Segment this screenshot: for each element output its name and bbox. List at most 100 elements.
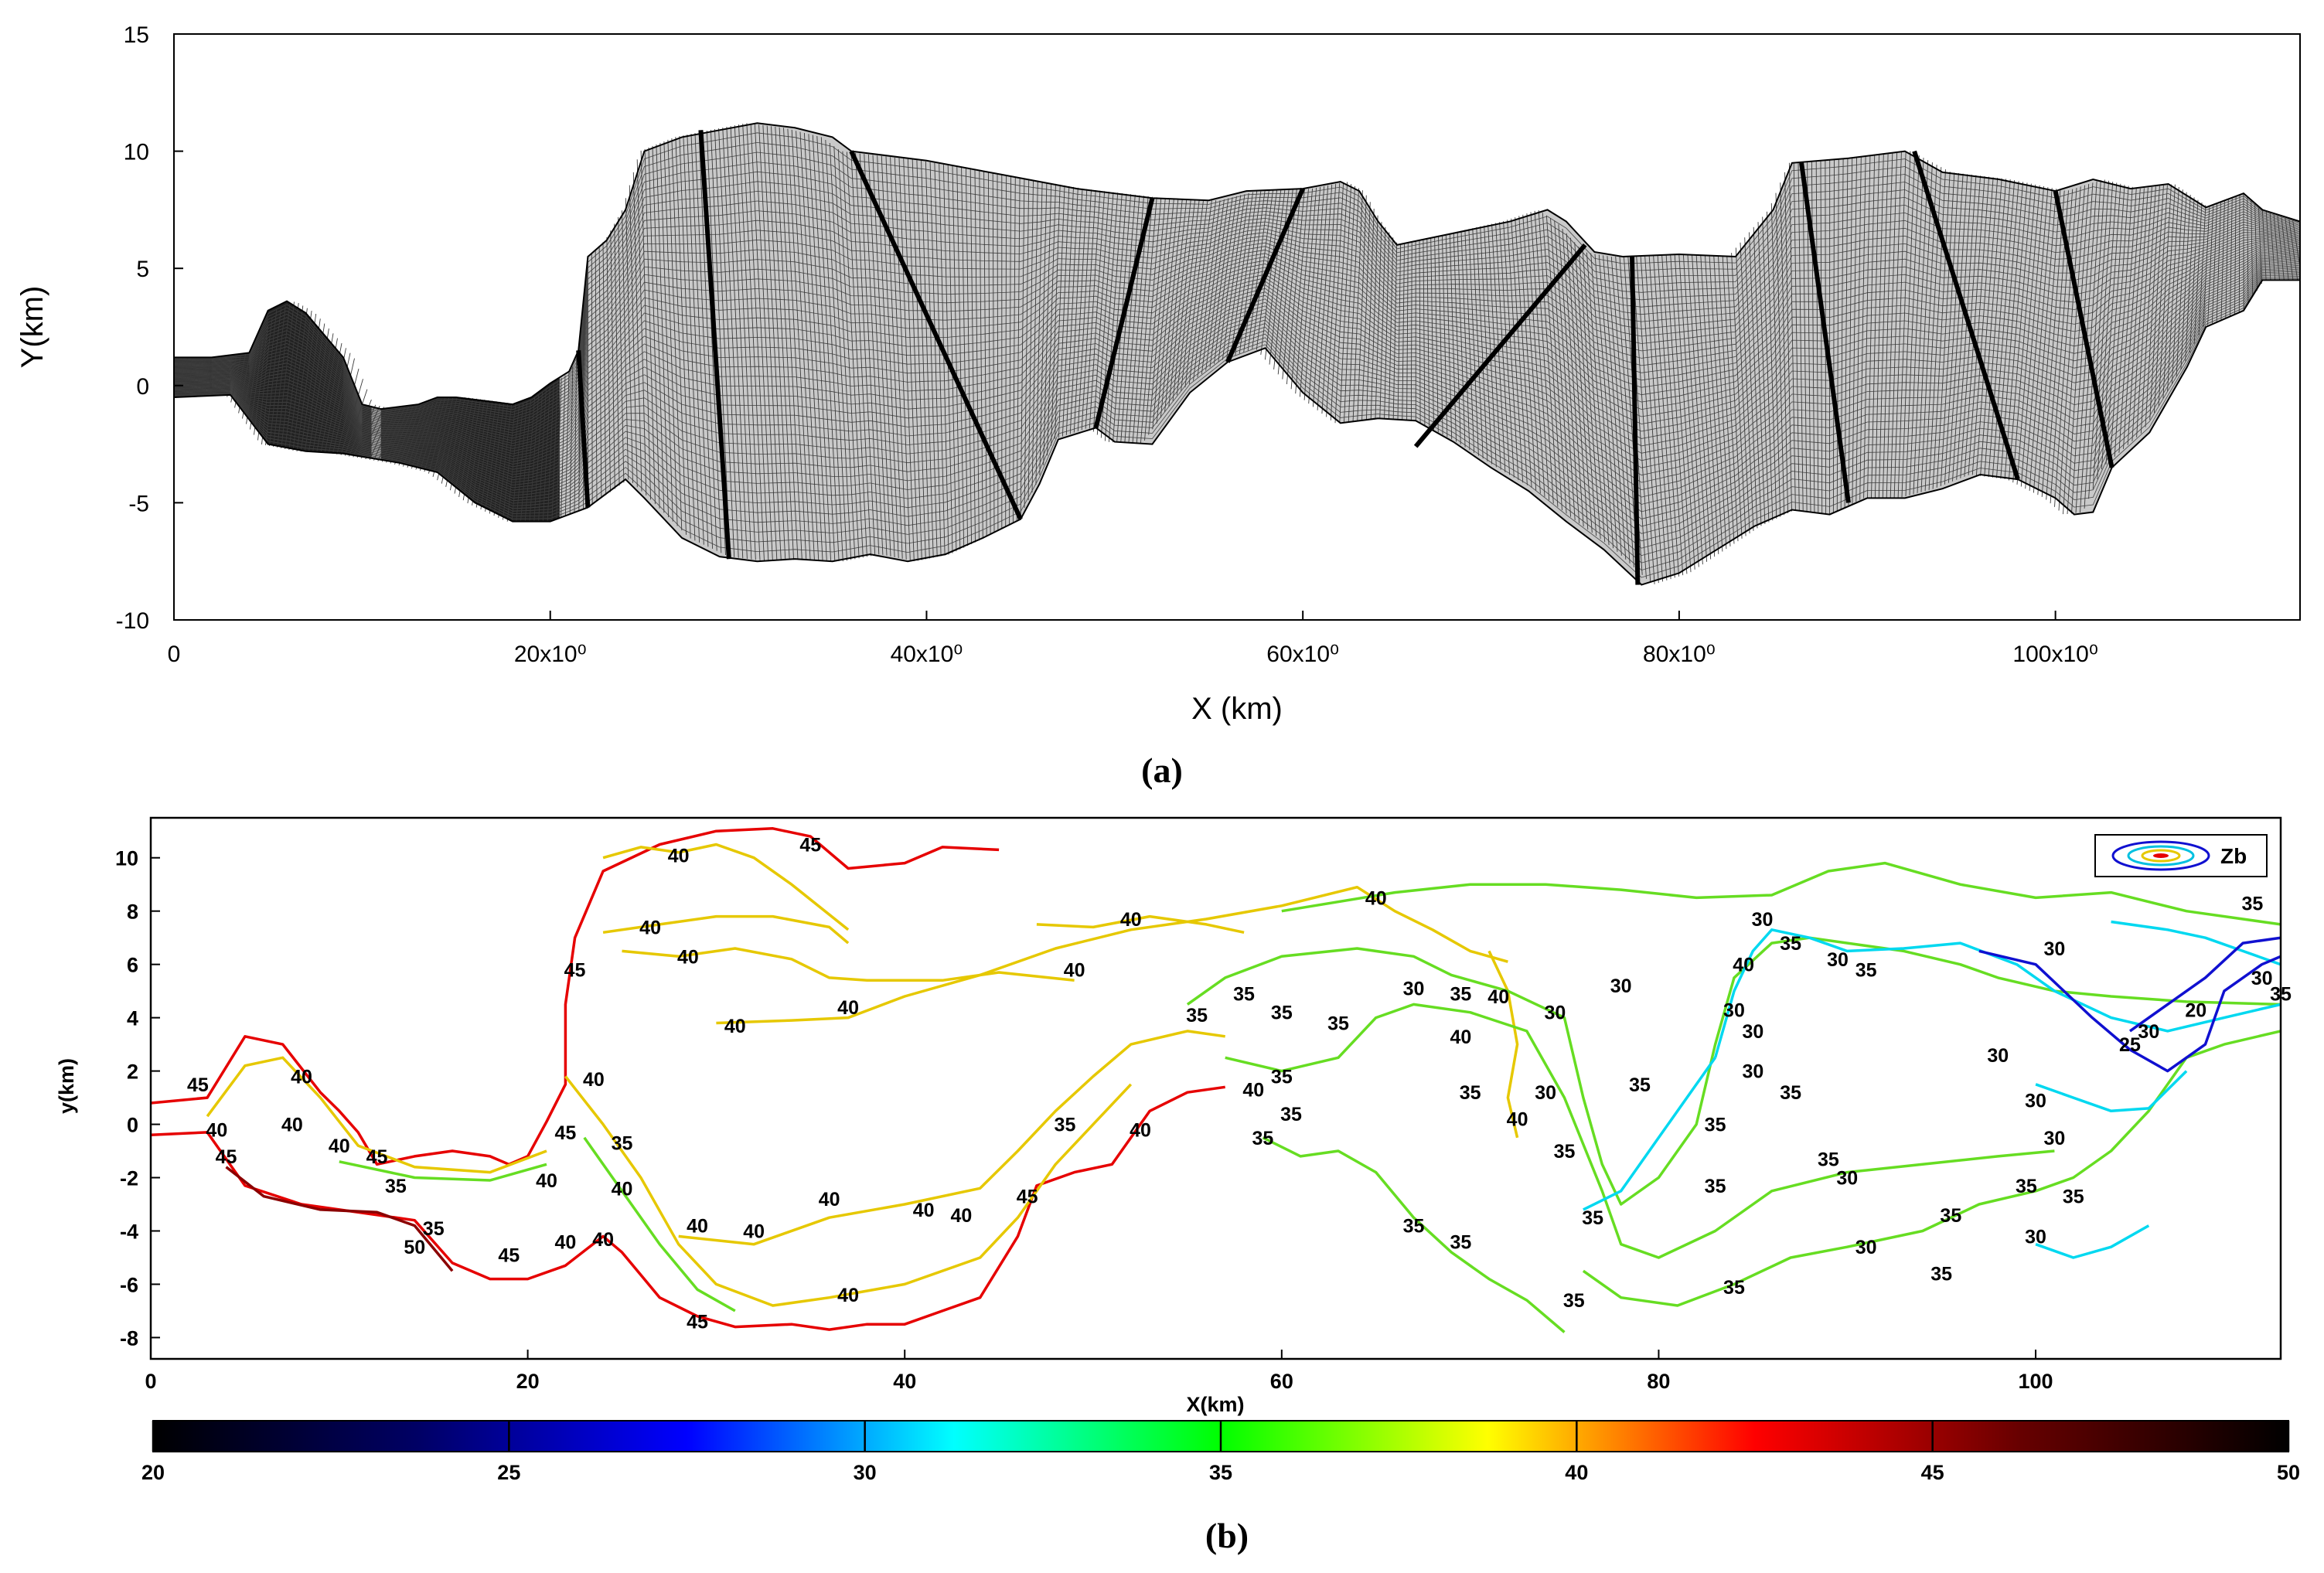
contour-label-49: 30 [1403, 979, 1425, 1000]
legend-label: Zb [2220, 844, 2247, 868]
contour-label-11: 50 [404, 1237, 425, 1258]
contour-y-tick-label-3: -2 [120, 1167, 138, 1190]
contour-label-31: 35 [1327, 1013, 1349, 1035]
contour-label-66: 35 [1705, 1176, 1726, 1197]
contour-label-86: 30 [2138, 1021, 2159, 1043]
contour-label-30: 35 [1271, 1003, 1293, 1024]
contour-label-50: 35 [1450, 984, 1472, 1006]
contour-40-10 [678, 1030, 1225, 1246]
contour-x-tick-label-4: 80 [1647, 1370, 1670, 1393]
contour-label-80: 35 [1723, 1277, 1745, 1299]
contour-label-38: 40 [913, 1200, 935, 1221]
mesh-axes: 0 20x10⁰ 40x10⁰ 60x10⁰ 80x10⁰ 100x10⁰ -10 -5 0 5 1… [116, 22, 2098, 667]
contour-label-26: 40 [1120, 909, 1142, 931]
mesh-region [174, 123, 2300, 585]
contour-35-12 [339, 1160, 547, 1182]
mesh-plot-area [174, 122, 2300, 586]
contour-label-23: 40 [724, 1016, 746, 1037]
contour-label-20: 45 [799, 834, 821, 856]
contour-label-8: 40 [536, 1170, 557, 1192]
contour-label-76: 35 [1930, 1264, 1952, 1285]
contour-label-89: 30 [2251, 968, 2273, 989]
contour-label-1: 40 [291, 1066, 312, 1088]
contour-label-35: 35 [1055, 1115, 1076, 1136]
contour-label-39: 40 [950, 1205, 972, 1227]
contour-25-25 [2128, 936, 2281, 1033]
contour-label-69: 40 [1733, 955, 1754, 976]
contour-label-68: 35 [1780, 933, 1801, 955]
mesh-y-tick-label-0: -10 [116, 608, 149, 634]
contour-label-25: 40 [1064, 960, 1085, 982]
contour-x-tick-label-1: 20 [516, 1370, 540, 1393]
mesh-section-line-5 [1413, 243, 1587, 448]
contour-label-75: 35 [1940, 1205, 1961, 1227]
contour-label-54: 40 [1507, 1109, 1528, 1131]
mesh-y-tick-label-4: 10 [124, 140, 149, 165]
contour-label-51: 40 [1487, 986, 1509, 1008]
mesh-y-tick-label-5: 15 [124, 22, 149, 48]
contour-y-axis-label: y(km) [55, 1058, 78, 1114]
contour-label-61: 30 [1723, 999, 1745, 1021]
contour-label-13: 40 [554, 1231, 576, 1253]
contour-plot-area [151, 827, 2281, 1333]
contour-label-55: 30 [1544, 1003, 1566, 1024]
contour-label-34: 40 [1242, 1080, 1264, 1101]
contour-35-15 [1225, 1003, 2055, 1259]
mesh-y-tick-label-2: 0 [136, 374, 149, 400]
panel-a-caption: (a) [1141, 751, 1183, 790]
mesh-x-tick-label-2: 40x10⁰ [891, 642, 963, 667]
contour-y-tick-label-4: 0 [127, 1114, 138, 1137]
contour-30-22 [2035, 1224, 2150, 1259]
contour-label-41: 40 [743, 1221, 765, 1242]
legend-swatch-outer [2111, 840, 2210, 871]
contour-label-7: 35 [385, 1176, 407, 1197]
mesh-boundary [174, 122, 2300, 586]
mesh-x-tick-label-1: 20x10⁰ [514, 642, 587, 667]
mesh-x-tick-label-0: 0 [168, 642, 181, 667]
colorbar-tick-label-6: 50 [2277, 1461, 2300, 1484]
colorbar-tick-label-0: 20 [141, 1461, 165, 1484]
contour-label-82: 30 [1987, 1045, 2009, 1067]
mesh-section-line-1 [698, 130, 731, 560]
colorbar-tick-label-3: 35 [1209, 1461, 1232, 1484]
contour-x-tick-label-5: 100 [2019, 1370, 2053, 1393]
contour-axes-frame [149, 816, 2282, 1360]
contour-label-57: 35 [1554, 1141, 1576, 1163]
contour-label-78: 35 [2063, 1187, 2084, 1208]
mesh-section-line-2 [849, 150, 1023, 520]
contour-40-8 [716, 885, 1508, 1025]
mesh-section-line-0 [576, 350, 591, 508]
contour-40-11 [1487, 950, 1519, 1139]
contour-30-21 [2035, 1070, 2188, 1113]
contour-label-32: 35 [1271, 1066, 1293, 1088]
contour-label-17: 40 [583, 1069, 605, 1091]
contour-label-6: 45 [216, 1146, 237, 1168]
mesh-panel: 0 20x10⁰ 40x10⁰ 60x10⁰ 80x10⁰ 100x10⁰ -10 -5 0 5 1… [15, 22, 2301, 790]
contour-y-tick-label-5: 2 [127, 1061, 138, 1084]
contour-label-15: 40 [612, 1178, 633, 1200]
contour-30-23 [2111, 920, 2281, 966]
contour-x-axis-label: X(km) [1186, 1393, 1244, 1416]
contour-50-2 [225, 1166, 454, 1272]
contour-label-58: 35 [1582, 1207, 1603, 1229]
mesh-section-line-8 [1912, 150, 2020, 480]
contour-label-59: 30 [1610, 975, 1632, 997]
contour-30-20 [1583, 1057, 1717, 1211]
colorbar-tick-label-5: 45 [1921, 1461, 1944, 1484]
contour-label-0: 45 [187, 1074, 209, 1096]
legend-swatch-core [2153, 853, 2169, 858]
contour-label-22: 40 [677, 946, 699, 968]
contour-label-63: 30 [1742, 1061, 1763, 1083]
contour-40-3 [206, 1056, 547, 1174]
colorbar-tick-label-1: 25 [497, 1461, 520, 1484]
contour-label-62: 30 [1742, 1021, 1763, 1043]
contour-y-tick-label-7: 6 [127, 954, 138, 977]
contour-label-27: 40 [1365, 887, 1387, 909]
contour-label-71: 35 [1855, 960, 1877, 982]
contour-30-19 [1713, 928, 2281, 1058]
contour-label-3: 40 [281, 1115, 303, 1136]
contour-label-18: 45 [564, 960, 586, 982]
contour-label-40: 40 [687, 1216, 708, 1238]
